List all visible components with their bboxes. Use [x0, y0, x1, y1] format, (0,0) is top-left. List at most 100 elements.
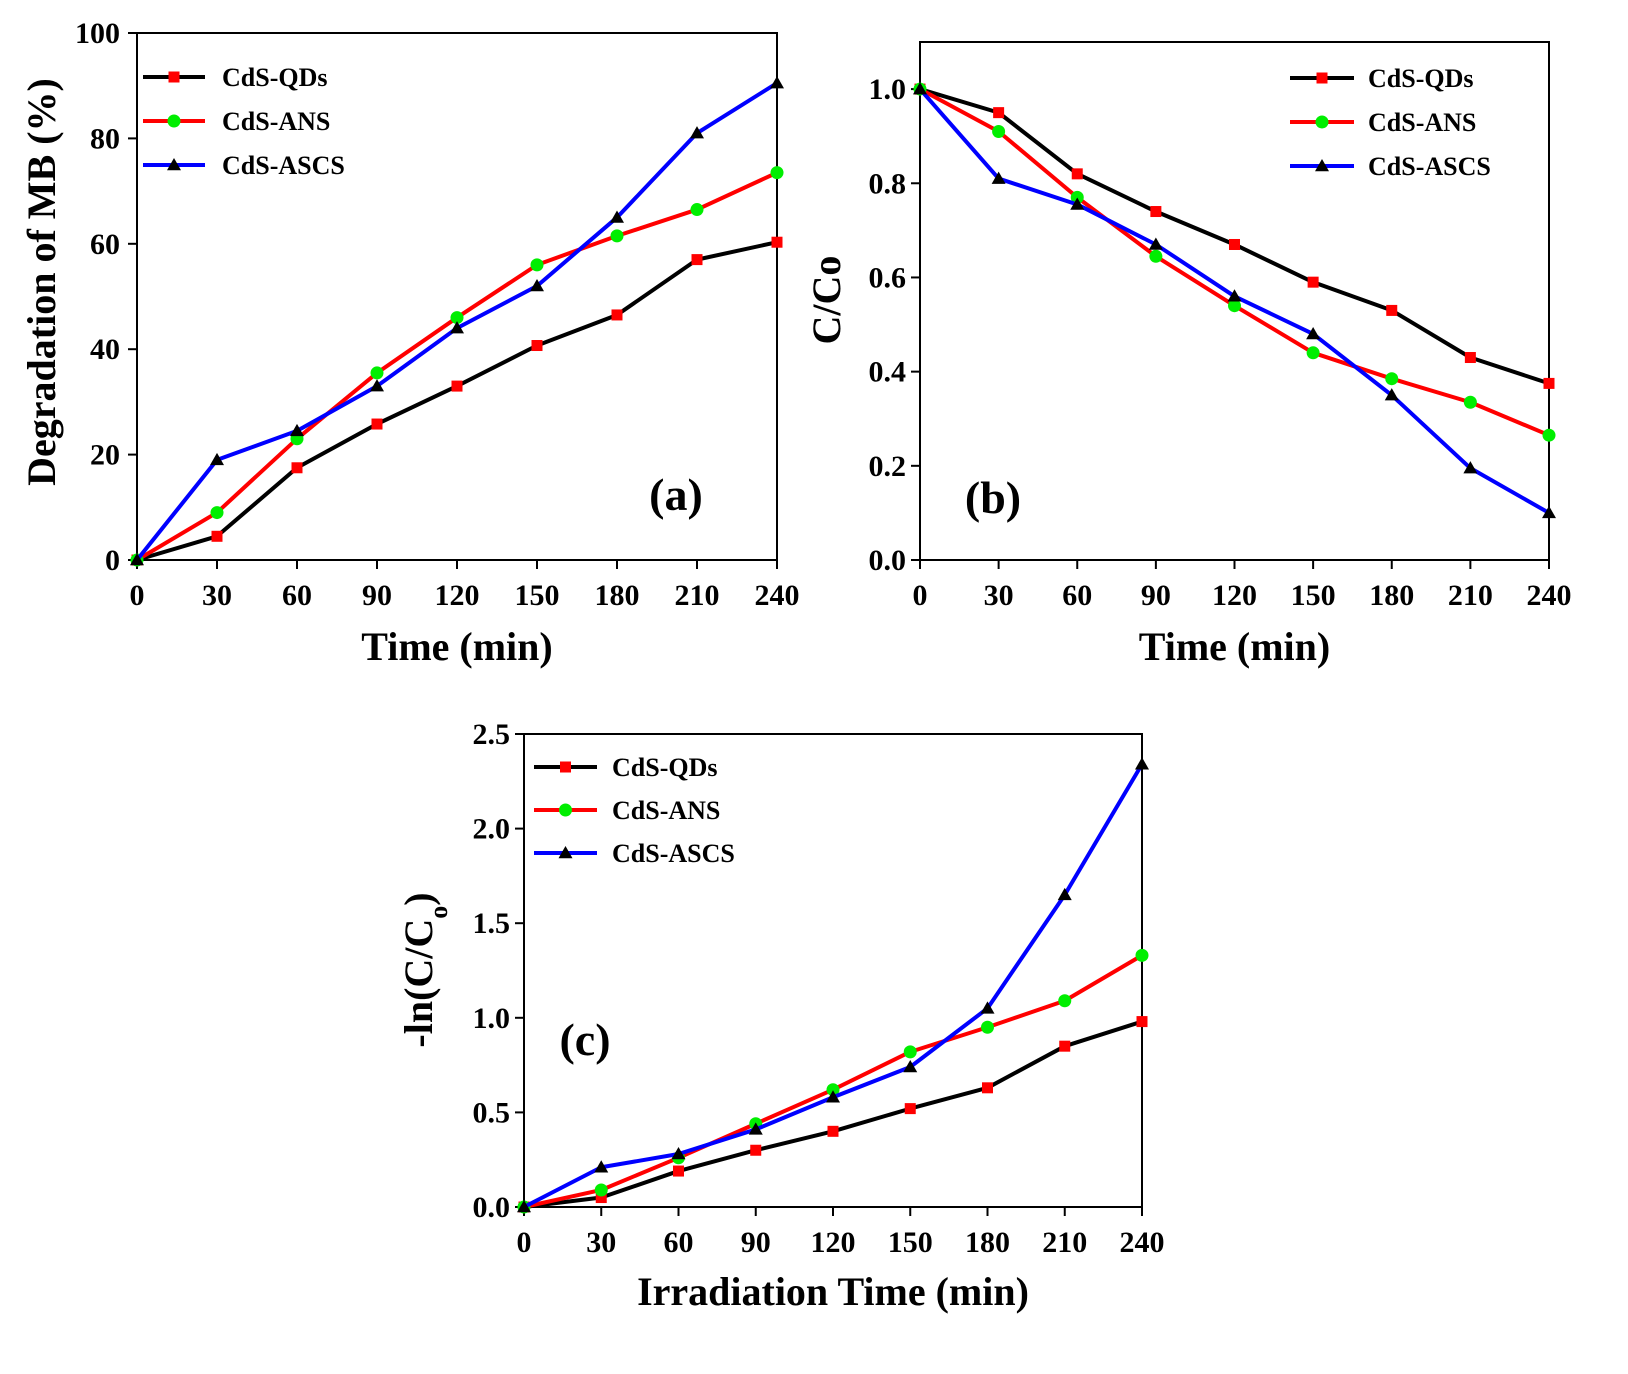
data-point-CdS-ANS — [1135, 948, 1149, 962]
data-point-CdS-QDs — [1229, 238, 1240, 250]
legend-marker-CdS-ASCS — [167, 158, 181, 171]
series-line-CdS-ANS — [919, 87, 1550, 438]
y-tick-label: 0.4 — [869, 356, 907, 389]
data-point-CdS-ANS — [826, 1083, 840, 1097]
x-tick-label: 60 — [282, 579, 312, 612]
legend-marker-CdS-QDs — [168, 71, 180, 83]
data-point-CdS-ASCS — [1070, 197, 1085, 210]
legend-label: CdS-ANS — [612, 796, 720, 825]
legend-marker-CdS-ASCS — [1315, 159, 1329, 172]
data-point-CdS-ASCS — [991, 171, 1006, 184]
data-point-CdS-ASCS — [1148, 237, 1163, 250]
data-point-CdS-QDs — [451, 380, 463, 392]
x-tick-label: 240 — [1120, 1226, 1165, 1259]
data-point-CdS-ANS — [903, 1045, 917, 1059]
series-line-CdS-QDs — [523, 1019, 1143, 1209]
x-tick-label: 180 — [1369, 579, 1414, 612]
data-point-CdS-QDs — [1059, 1040, 1071, 1052]
panel-label: (a) — [649, 469, 703, 520]
data-point-CdS-ASCS — [594, 1160, 609, 1173]
y-axis-title-subscript: o — [424, 906, 453, 919]
x-tick-label: 150 — [888, 1226, 933, 1259]
data-point-CdS-ANS — [1070, 190, 1084, 204]
series-line-CdS-ANS — [523, 953, 1144, 1209]
y-axis-title-suffix: ) — [396, 892, 441, 905]
data-point-CdS-ANS — [1463, 395, 1477, 409]
data-point-CdS-QDs — [1464, 352, 1476, 364]
x-tick-label: 120 — [811, 1226, 856, 1259]
panel-label: (c) — [559, 1014, 610, 1065]
data-point-CdS-QDs — [531, 340, 543, 352]
y-tick-label: 1.0 — [473, 1002, 511, 1035]
data-point-CdS-QDs — [371, 418, 383, 430]
y-axis-title: -ln(C/Co) — [396, 892, 453, 1047]
x-axis-title: Time (min) — [361, 624, 552, 669]
legend-label: CdS-ANS — [222, 107, 330, 136]
y-axis-title-main: C/Co — [804, 256, 849, 345]
panel-label: (b) — [965, 472, 1021, 523]
x-tick-label: 60 — [664, 1226, 694, 1259]
data-point-CdS-ASCS — [210, 452, 224, 466]
data-point-CdS-QDs — [1136, 1016, 1148, 1028]
data-point-CdS-ASCS — [826, 1090, 840, 1103]
y-tick-label: 2.5 — [473, 718, 511, 751]
data-point-CdS-ASCS — [1542, 505, 1556, 519]
data-point-CdS-ANS — [1542, 428, 1556, 442]
x-tick-label: 0 — [913, 579, 928, 612]
x-axis-title: Irradiation Time (min) — [637, 1269, 1029, 1314]
x-tick-label: 240 — [1527, 579, 1572, 612]
data-point-CdS-ANS — [530, 258, 544, 272]
data-point-CdS-ASCS — [748, 1122, 763, 1135]
x-tick-label: 120 — [435, 579, 480, 612]
data-point-CdS-ASCS — [530, 278, 544, 292]
data-point-CdS-ASCS — [913, 82, 927, 95]
x-tick-label: 90 — [741, 1226, 771, 1259]
legend-marker-CdS-ANS — [167, 114, 181, 128]
y-tick-label: 2.0 — [473, 813, 511, 846]
panel-a: 0 30 60 90 120 150 180 210 240 0 20 40 60 80 100 Time (… — [19, 17, 800, 669]
y-axis-title-main: Degradation of MB (%) — [19, 78, 64, 486]
data-point-CdS-ANS — [594, 1183, 608, 1197]
legend-marker-CdS-ANS — [1315, 115, 1329, 129]
x-tick-label: 0 — [130, 579, 145, 612]
data-point-CdS-ASCS — [980, 1001, 995, 1014]
data-point-CdS-QDs — [595, 1192, 607, 1204]
data-point-CdS-ASCS — [903, 1059, 918, 1073]
x-tick-label: 120 — [1212, 579, 1257, 612]
data-point-CdS-QDs — [1150, 206, 1162, 218]
data-point-CdS-ANS — [1306, 346, 1320, 360]
data-point-CdS-ANS — [210, 506, 224, 520]
data-point-CdS-ANS — [981, 1020, 994, 1034]
data-point-CdS-QDs — [691, 254, 703, 266]
data-point-CdS-QDs — [982, 1082, 993, 1094]
y-axis-title: Degradation of MB (%) — [19, 78, 64, 486]
data-point-CdS-QDs — [211, 530, 223, 542]
y-tick-label: 20 — [90, 439, 120, 472]
x-tick-label: 0 — [517, 1226, 532, 1259]
x-tick-label: 30 — [202, 579, 232, 612]
x-tick-label: 180 — [965, 1226, 1010, 1259]
y-tick-label: 0.2 — [869, 450, 907, 483]
x-tick-label: 30 — [586, 1226, 616, 1259]
legend-marker-CdS-ANS — [559, 803, 572, 817]
series-line-CdS-ASCS — [523, 763, 1144, 1209]
x-axis-title: Time (min) — [1139, 624, 1330, 669]
data-point-CdS-QDs — [673, 1165, 684, 1177]
x-tick-label: 210 — [1042, 1226, 1087, 1259]
y-tick-label: 60 — [90, 228, 120, 261]
legend-label: CdS-ANS — [1368, 108, 1476, 137]
y-tick-label: 100 — [75, 17, 120, 50]
data-point-CdS-ANS — [370, 366, 384, 380]
data-point-CdS-QDs — [1543, 377, 1555, 389]
data-point-CdS-ASCS — [671, 1147, 686, 1160]
data-point-CdS-ANS — [1149, 249, 1163, 263]
data-point-CdS-ANS — [1228, 299, 1241, 313]
y-axis-title-main: -ln(C/C — [396, 919, 441, 1048]
y-tick-label: 0.0 — [473, 1191, 511, 1224]
x-tick-label: 60 — [1062, 579, 1092, 612]
y-tick-label: 0.6 — [869, 261, 907, 294]
y-tick-label: 0.5 — [473, 1096, 511, 1129]
data-point-CdS-ASCS — [517, 1200, 531, 1213]
data-point-CdS-ASCS — [130, 553, 144, 566]
x-tick-label: 240 — [755, 579, 800, 612]
